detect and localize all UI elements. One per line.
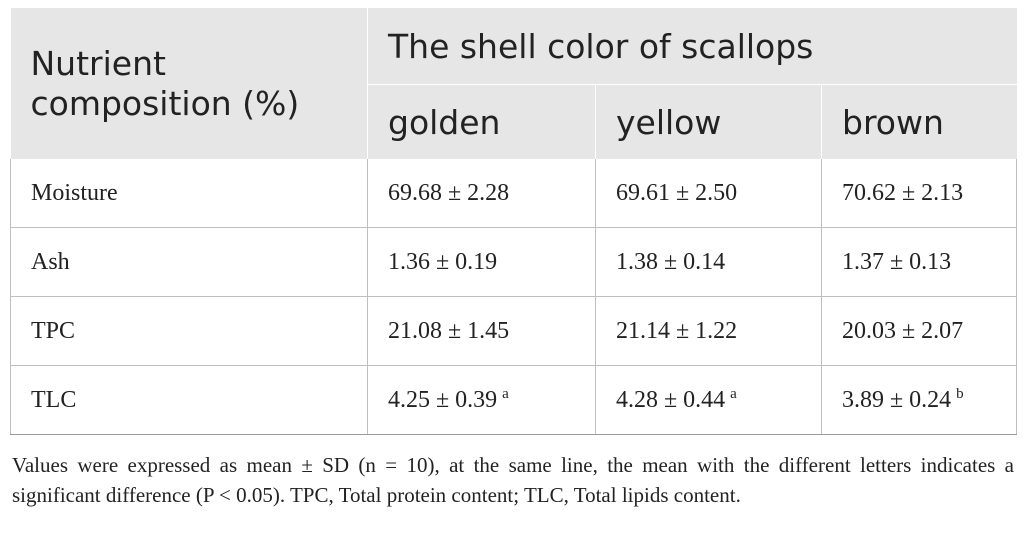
- column-header-brown: brown: [821, 84, 1017, 159]
- group-header: The shell color of scallops: [367, 8, 1017, 85]
- table-row-tlc: TLC 4.25 ± 0.39 a 4.28 ± 0.44 a 3.89 ± 0.2…: [10, 365, 1018, 435]
- table-footnote: Values were expressed as mean ± SD (n = …: [12, 453, 1014, 507]
- cell-value: 70.62 ± 2.13: [842, 179, 964, 206]
- table-cell: 21.08 ± 1.45: [367, 296, 596, 366]
- table-cell: 70.62 ± 2.13: [821, 159, 1018, 228]
- cell-value: 20.03 ± 2.07: [842, 317, 964, 344]
- significance-mark: b: [956, 385, 964, 402]
- table-cell: 3.89 ± 0.24 b: [821, 365, 1018, 435]
- row-label: Ash: [10, 227, 368, 297]
- significance-mark: a: [730, 385, 737, 402]
- stub-header: Nutrient composition (%): [10, 8, 368, 159]
- column-header-yellow: yellow: [595, 84, 822, 159]
- cell-value: 1.36 ± 0.19: [388, 248, 498, 275]
- row-label: TLC: [10, 365, 368, 435]
- table-cell: 1.38 ± 0.14: [595, 227, 822, 297]
- cell-value: 1.37 ± 0.13: [842, 248, 952, 275]
- table-cell: 69.61 ± 2.50: [595, 159, 822, 228]
- table-cell: 4.25 ± 0.39 a: [367, 365, 596, 435]
- table-row-tpc: TPC 21.08 ± 1.45 21.14 ± 1.22 20.03 ± 2.…: [10, 296, 1018, 366]
- table-cell: 1.37 ± 0.13: [821, 227, 1018, 297]
- cell-value: 4.28 ± 0.44: [616, 386, 726, 413]
- table-cell: 20.03 ± 2.07: [821, 296, 1018, 366]
- cell-value: 1.38 ± 0.14: [616, 248, 726, 275]
- cell-value: 69.61 ± 2.50: [616, 179, 738, 206]
- cell-value: 3.89 ± 0.24: [842, 386, 952, 413]
- cell-value: 4.25 ± 0.39: [388, 386, 498, 413]
- table-cell: 21.14 ± 1.22: [595, 296, 822, 366]
- table-row-ash: Ash 1.36 ± 0.19 1.38 ± 0.14 1.37 ± 0.13: [10, 227, 1018, 297]
- cell-value: 21.14 ± 1.22: [616, 317, 738, 344]
- row-label: Moisture: [10, 159, 368, 228]
- row-label: TPC: [10, 296, 368, 366]
- significance-mark: a: [502, 385, 509, 402]
- table-cell: 1.36 ± 0.19: [367, 227, 596, 297]
- table-row-moisture: Moisture 69.68 ± 2.28 69.61 ± 2.50 70.62…: [10, 159, 1018, 228]
- table-body: Moisture 69.68 ± 2.28 69.61 ± 2.50 70.62…: [10, 159, 1018, 435]
- cell-value: 69.68 ± 2.28: [388, 179, 510, 206]
- table-header: Nutrient composition (%) The shell color…: [10, 8, 1017, 159]
- table-cell: 4.28 ± 0.44 a: [595, 365, 822, 435]
- column-header-golden: golden: [367, 84, 596, 159]
- cell-value: 21.08 ± 1.45: [388, 317, 510, 344]
- table-cell: 69.68 ± 2.28: [367, 159, 596, 228]
- nutrient-composition-table: Nutrient composition (%) The shell color…: [10, 8, 1018, 435]
